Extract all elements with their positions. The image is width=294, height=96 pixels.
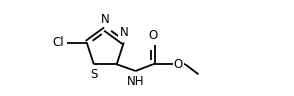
Text: N: N: [119, 26, 128, 39]
Text: O: O: [148, 29, 158, 42]
Text: N: N: [101, 13, 110, 26]
Text: NH: NH: [127, 75, 144, 88]
Text: O: O: [173, 58, 183, 71]
Text: Cl: Cl: [53, 36, 64, 49]
Text: S: S: [90, 68, 98, 81]
